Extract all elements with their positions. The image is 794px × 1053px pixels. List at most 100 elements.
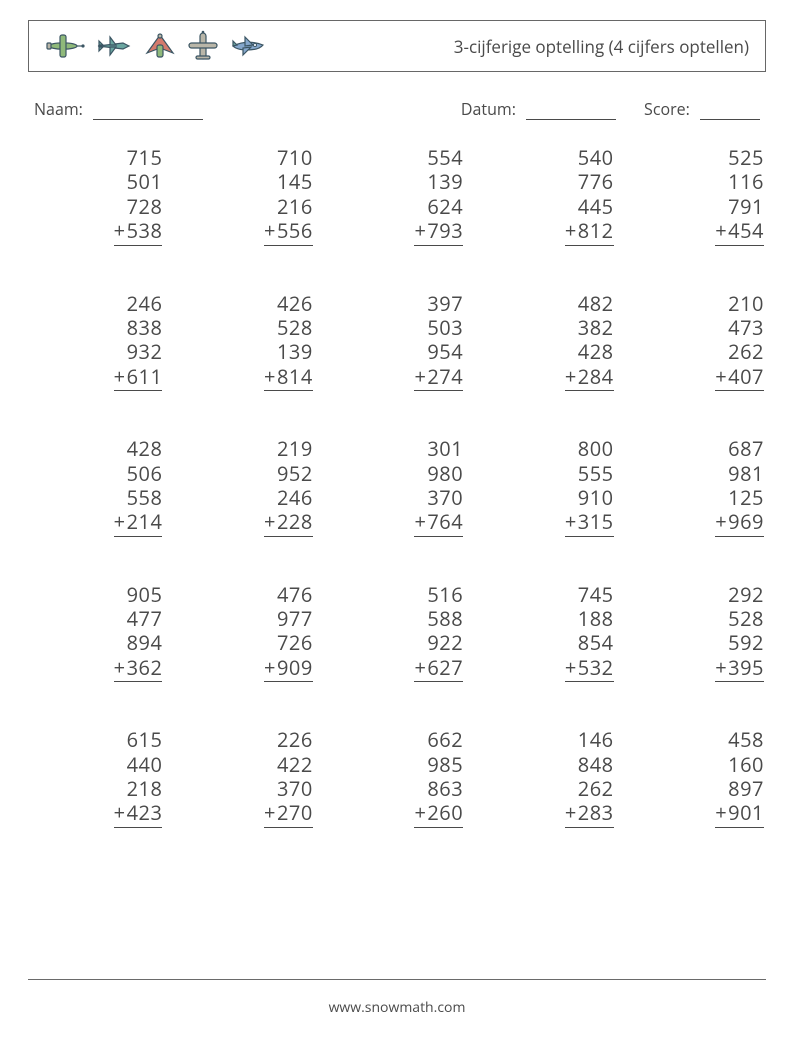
addend: 776 <box>565 170 614 194</box>
addend: 301 <box>414 437 463 461</box>
date-blank[interactable] <box>526 105 616 120</box>
addition-stack: 482382428+284 <box>565 292 614 392</box>
addend-last: +969 <box>715 510 764 536</box>
addend: 125 <box>715 486 764 510</box>
operator: + <box>414 508 427 535</box>
addend-last: +901 <box>715 801 764 827</box>
addend: 838 <box>114 316 163 340</box>
addend: 246 <box>264 486 313 510</box>
name-blank[interactable] <box>93 105 203 120</box>
addition-stack: 301980370+764 <box>414 437 463 537</box>
problem: 905477894+362 <box>30 583 162 683</box>
addend: 370 <box>264 777 313 801</box>
addend: 910 <box>565 486 614 510</box>
score-label: Score: <box>644 98 690 120</box>
operator: + <box>114 654 127 681</box>
problem: 292528592+395 <box>632 583 764 683</box>
plane-icon <box>45 32 85 60</box>
operator: + <box>414 799 427 826</box>
footer-text: www.snowmath.com <box>329 998 466 1017</box>
problem: 800555910+315 <box>481 437 613 537</box>
addend: 216 <box>264 195 313 219</box>
addend: 116 <box>715 170 764 194</box>
addition-stack: 662985863+260 <box>414 728 463 828</box>
problem: 210473262+407 <box>632 292 764 392</box>
plane-icon <box>143 31 177 61</box>
problem: 301980370+764 <box>331 437 463 537</box>
addend: 745 <box>565 583 614 607</box>
problem: 516588922+627 <box>331 583 463 683</box>
addition-stack: 146848262+283 <box>565 728 614 828</box>
addend-last: +260 <box>414 801 463 827</box>
addend-last: +228 <box>264 510 313 536</box>
problem: 687981125+969 <box>632 437 764 537</box>
worksheet-page: 3-cijferige optelling (4 cijfers optelle… <box>0 0 794 1053</box>
addition-stack: 210473262+407 <box>715 292 764 392</box>
addition-stack: 292528592+395 <box>715 583 764 683</box>
operator: + <box>565 799 578 826</box>
problem: 426528139+814 <box>180 292 312 392</box>
addend: 932 <box>114 340 163 364</box>
problem: 226422370+270 <box>180 728 312 828</box>
operator: + <box>565 654 578 681</box>
addend: 624 <box>414 195 463 219</box>
addition-stack: 246838932+611 <box>114 292 163 392</box>
problem: 715501728+538 <box>30 146 162 246</box>
operator: + <box>114 217 127 244</box>
addend: 848 <box>565 753 614 777</box>
score-blank[interactable] <box>700 105 760 120</box>
addend-last: +764 <box>414 510 463 536</box>
addend-last: +315 <box>565 510 614 536</box>
addend: 800 <box>565 437 614 461</box>
problem: 525116791+454 <box>632 146 764 246</box>
operator: + <box>715 363 728 390</box>
addend: 476 <box>264 583 313 607</box>
addend: 139 <box>414 170 463 194</box>
plane-icon <box>187 30 219 62</box>
addend: 710 <box>264 146 313 170</box>
addend: 501 <box>114 170 163 194</box>
problem: 219952246+228 <box>180 437 312 537</box>
problem: 458160897+901 <box>632 728 764 828</box>
addend: 728 <box>114 195 163 219</box>
operator: + <box>114 508 127 535</box>
addition-stack: 540776445+812 <box>565 146 614 246</box>
addend: 426 <box>264 292 313 316</box>
addend: 525 <box>715 146 764 170</box>
addend-last: +395 <box>715 656 764 682</box>
addition-stack: 226422370+270 <box>264 728 313 828</box>
problem: 745188854+532 <box>481 583 613 683</box>
operator: + <box>414 363 427 390</box>
addend-last: +814 <box>264 365 313 391</box>
header-box: 3-cijferige optelling (4 cijfers optelle… <box>28 20 766 72</box>
operator: + <box>414 654 427 681</box>
addend: 397 <box>414 292 463 316</box>
addend-last: +627 <box>414 656 463 682</box>
addend-last: +423 <box>114 801 163 827</box>
problem: 428506558+214 <box>30 437 162 537</box>
addend: 445 <box>565 195 614 219</box>
addend: 262 <box>715 340 764 364</box>
addend: 292 <box>715 583 764 607</box>
addition-stack: 745188854+532 <box>565 583 614 683</box>
plane-icons <box>45 30 267 62</box>
operator: + <box>264 363 277 390</box>
addend: 246 <box>114 292 163 316</box>
addend: 477 <box>114 607 163 631</box>
operator: + <box>264 654 277 681</box>
addition-stack: 525116791+454 <box>715 146 764 246</box>
problem: 476977726+909 <box>180 583 312 683</box>
problem: 397503954+274 <box>331 292 463 392</box>
addend: 458 <box>715 728 764 752</box>
addend-last: +362 <box>114 656 163 682</box>
addend-last: +407 <box>715 365 764 391</box>
date-field: Datum: <box>461 98 616 120</box>
addend: 428 <box>565 340 614 364</box>
addend: 854 <box>565 631 614 655</box>
operator: + <box>114 799 127 826</box>
addend: 558 <box>114 486 163 510</box>
addend-last: +274 <box>414 365 463 391</box>
addend: 146 <box>565 728 614 752</box>
problem: 662985863+260 <box>331 728 463 828</box>
problem: 615440218+423 <box>30 728 162 828</box>
